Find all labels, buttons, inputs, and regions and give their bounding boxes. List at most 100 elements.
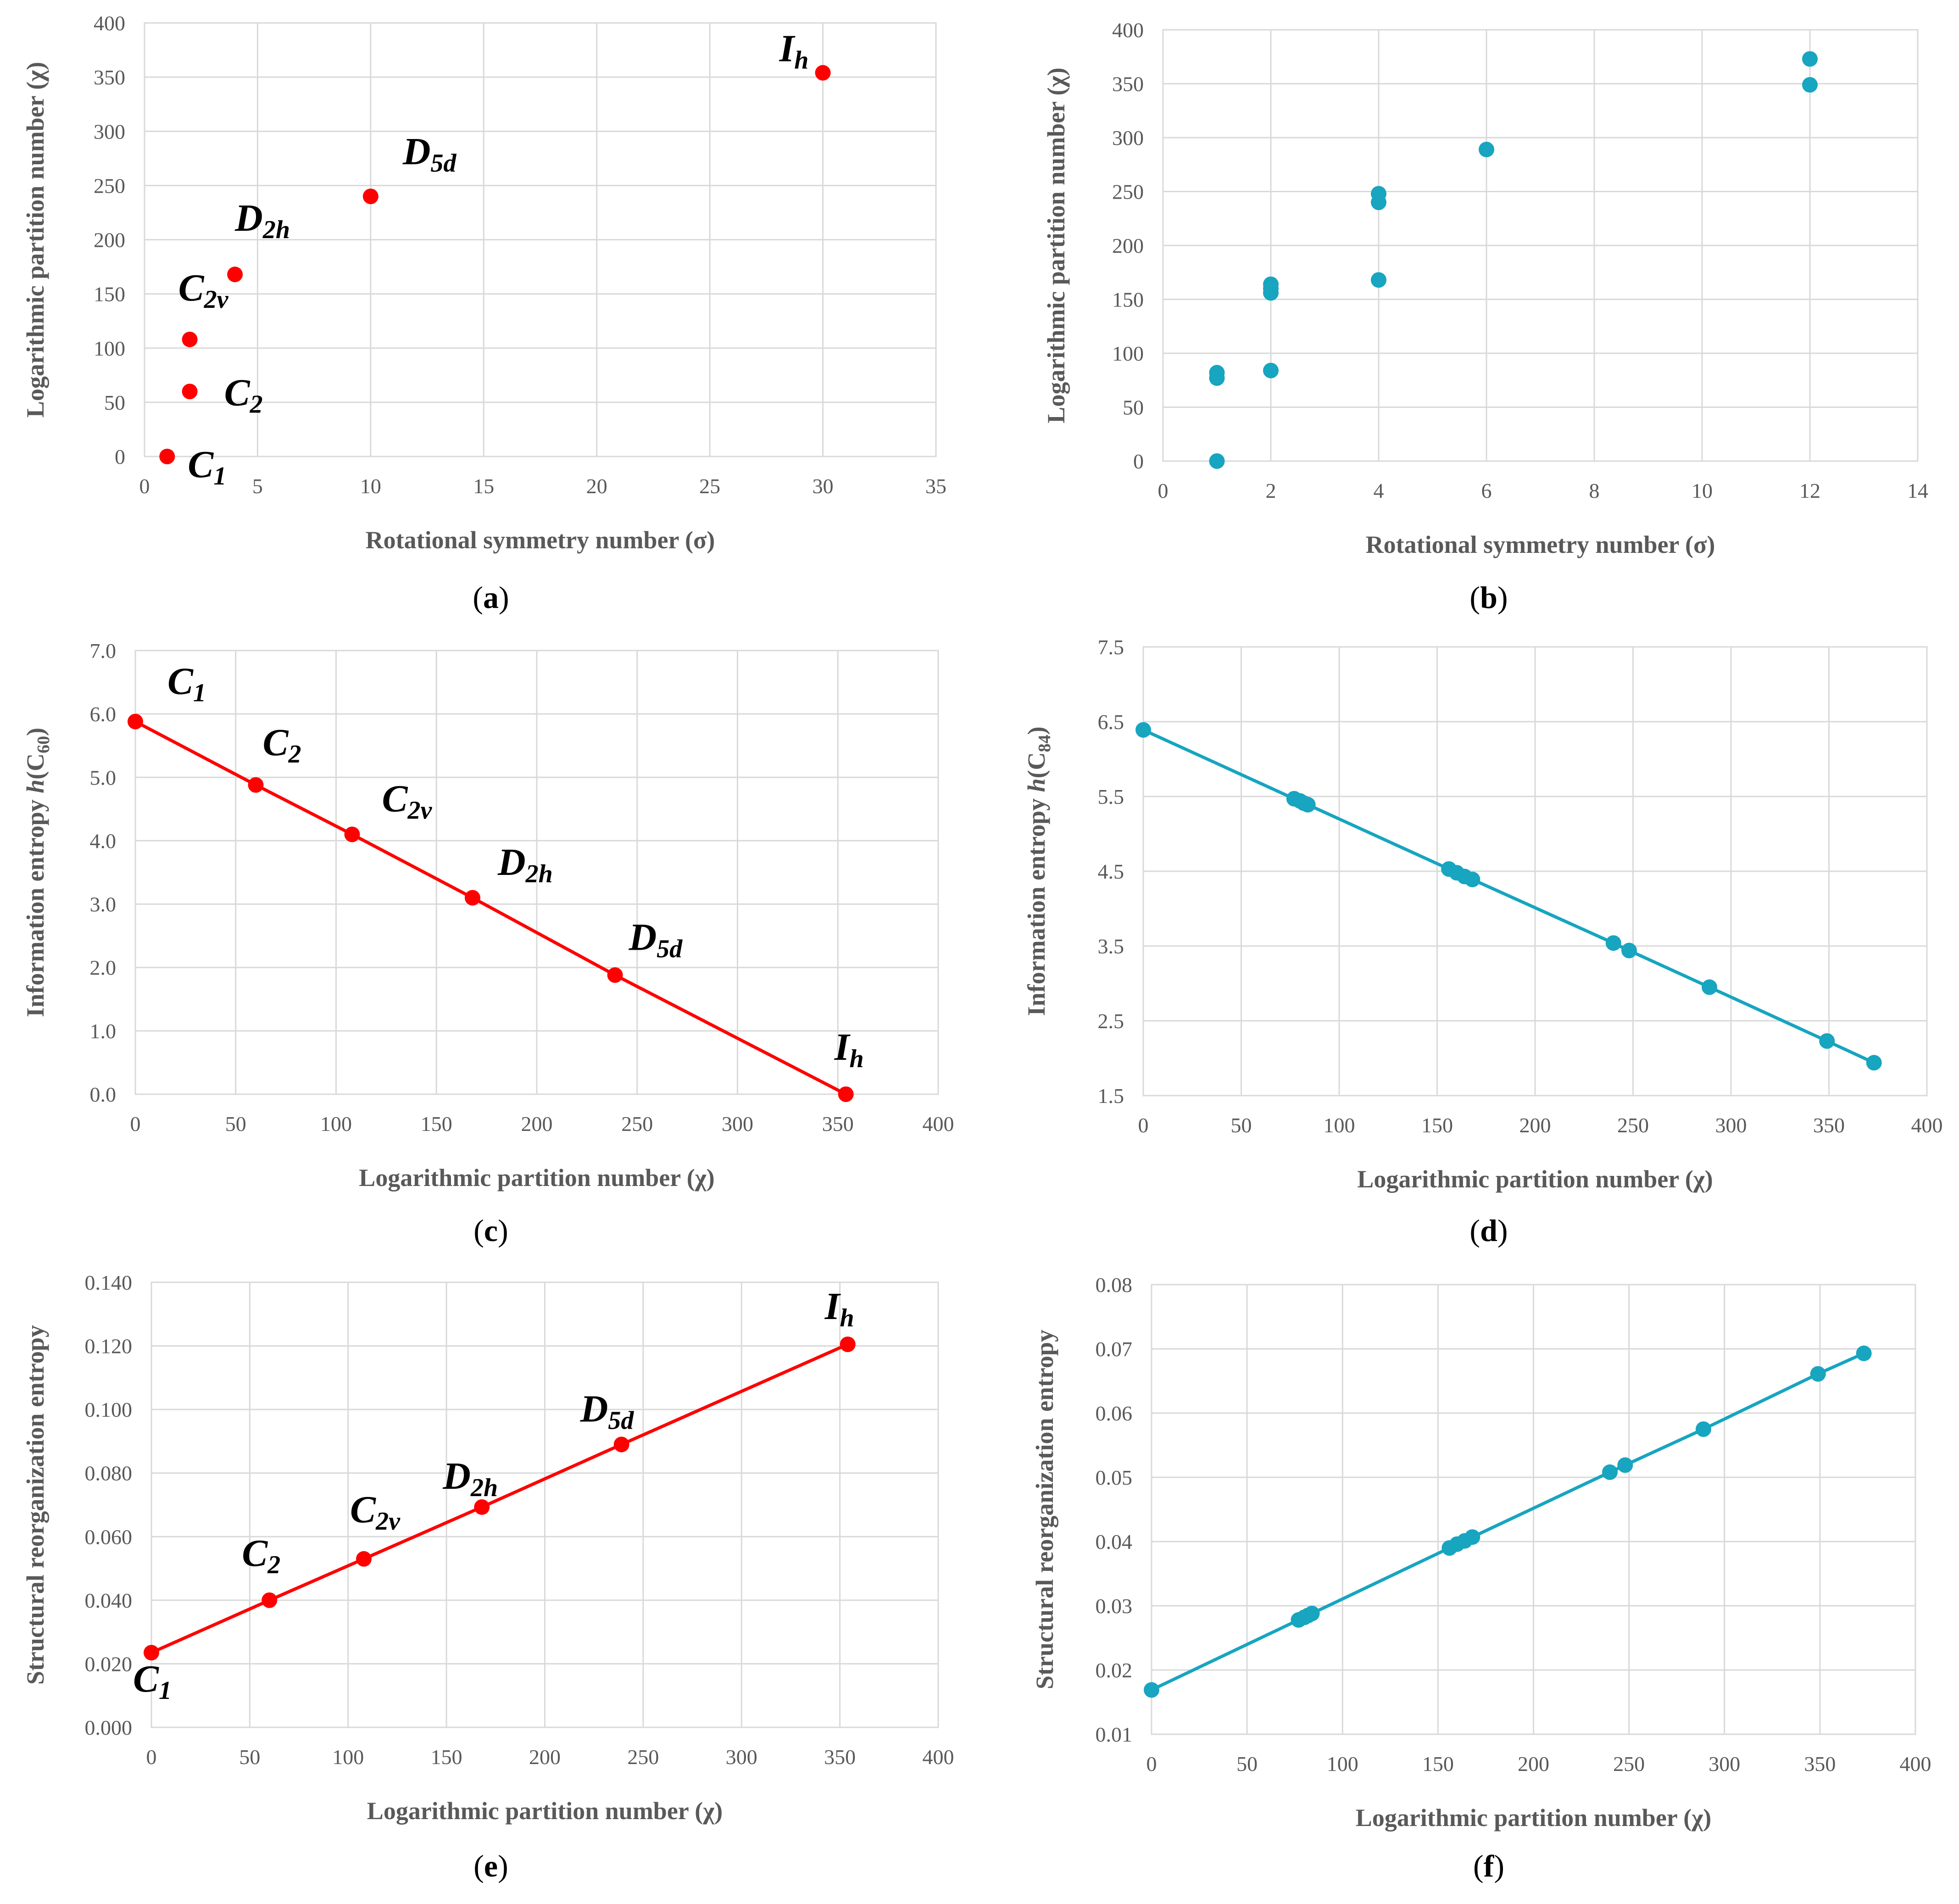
caption-open: ( [473, 1213, 484, 1248]
caption-close: ) [1494, 1848, 1504, 1883]
x-tick-label: 6 [1481, 479, 1492, 502]
point-label-subscript: 2 [250, 390, 263, 418]
series-line [134, 720, 847, 1096]
x-tick-label: 4 [1374, 479, 1384, 502]
y-tick-label: 0 [1133, 450, 1144, 473]
data-point [1810, 1366, 1826, 1382]
x-tick-label: 10 [1692, 479, 1713, 502]
point-label: Ih [779, 28, 809, 75]
x-axis-title: Rotational symmetry number (σ) [366, 526, 715, 554]
y-axis-title: Information entropy h(C84) [1023, 726, 1054, 1016]
x-tick-label: 12 [1799, 479, 1820, 502]
y-axis-title-subscript: 60 [34, 736, 53, 753]
y-tick-label: 0.07 [1096, 1337, 1133, 1361]
point-label-symbol: C [167, 660, 194, 703]
point-label-subscript: h [840, 1304, 854, 1332]
data-point [344, 826, 360, 842]
point-label-subscript: 2v [375, 1507, 401, 1536]
point-label-symbol: C [263, 721, 289, 764]
data-point [1617, 1457, 1633, 1473]
y-axis-title-symbol: h [22, 779, 49, 793]
point-label-symbol: I [779, 28, 796, 70]
y-tick-label: 150 [1112, 288, 1144, 312]
point-label-subscript: 1 [213, 462, 226, 490]
point-label: C1 [133, 1658, 172, 1705]
point-label-symbol: D [580, 1387, 608, 1430]
x-tick-label: 200 [1519, 1113, 1551, 1137]
y-tick-label: 100 [1112, 342, 1144, 365]
data-point [607, 967, 623, 983]
y-tick-label: 0.03 [1096, 1594, 1133, 1618]
point-label-subscript: 2 [267, 1551, 280, 1579]
y-tick-label: 4.5 [1098, 860, 1124, 883]
y-tick-label: 0.08 [1096, 1273, 1133, 1297]
data-point [840, 1336, 856, 1353]
x-tick-label: 0 [139, 474, 150, 498]
x-tick-label: 350 [1804, 1752, 1836, 1776]
point-label: D2h [234, 197, 290, 244]
x-tick-label: 0 [1146, 1752, 1157, 1776]
x-tick-label: 300 [722, 1112, 753, 1136]
chart-panel-b: 0 2 4 6 8 10 12 14 0 50 100 150 200 250 300 350 400 Rotat… [1042, 18, 1928, 558]
data-point [1209, 453, 1225, 469]
point-label-subscript: 2v [204, 285, 229, 314]
y-tick-label: 5.0 [90, 766, 117, 789]
point-label-symbol: D [442, 1455, 471, 1498]
point-label: C1 [167, 660, 206, 707]
x-tick-label: 300 [1709, 1752, 1740, 1776]
data-point [474, 1499, 490, 1515]
point-label-symbol: C [350, 1488, 376, 1531]
x-tick-label: 50 [225, 1112, 246, 1136]
x-tick-label: 400 [923, 1745, 954, 1769]
point-label: D2h [442, 1455, 498, 1502]
plot-frame [144, 22, 937, 457]
y-axis-title-close: ) [22, 728, 49, 736]
point-label: C2 [242, 1532, 280, 1579]
x-tick-label: 25 [699, 474, 720, 498]
chart-panel-f: 0 50 100 150 200 250 300 350 400 0.01 0.02 0.03 0.04… [1031, 1273, 1931, 1832]
point-label-symbol: D [234, 197, 263, 239]
y-axis-title: Structural reorganization entropy [1031, 1330, 1058, 1689]
x-tick-label: 0 [1138, 1113, 1149, 1137]
point-label-symbol: I [834, 1026, 851, 1069]
x-axis-title: Logarithmic partition number (χ) [367, 1797, 723, 1825]
y-tick-label: 0 [115, 445, 125, 468]
data-point [1371, 272, 1386, 288]
x-tick-label: 20 [586, 474, 607, 498]
caption-close: ) [498, 1213, 508, 1248]
data-point [1819, 1033, 1835, 1049]
y-tick-label: 3.0 [90, 893, 117, 916]
y-tick-label: 7.5 [1098, 635, 1124, 659]
point-label-subscript: 5d [431, 149, 457, 178]
x-tick-label: 35 [925, 474, 946, 498]
x-tick-label: 400 [1911, 1113, 1943, 1137]
point-label-symbol: C [382, 778, 408, 820]
y-axis-title: Structural reorganization entropy [22, 1325, 49, 1685]
data-point [1856, 1345, 1872, 1361]
data-point [1263, 276, 1279, 292]
data-point [182, 384, 198, 400]
x-tick-label: 350 [822, 1112, 854, 1136]
series-line [1151, 1352, 1865, 1692]
y-axis-title-subscript: 84 [1035, 735, 1054, 752]
point-label: Ih [834, 1026, 864, 1073]
y-tick-label: 0.100 [85, 1398, 133, 1421]
caption-letter: b [1480, 580, 1497, 615]
caption-open: ( [1473, 1848, 1484, 1883]
y-axis-title: Information entropy h(C60) [22, 728, 53, 1017]
x-tick-label: 30 [813, 474, 834, 498]
data-point [128, 713, 143, 729]
y-tick-label: 0.140 [85, 1271, 133, 1294]
y-tick-label: 0.120 [85, 1335, 133, 1358]
panel-caption: (d) [1469, 1213, 1508, 1248]
point-label-subscript: h [794, 46, 808, 75]
point-label-subscript: 5d [657, 935, 683, 963]
x-axis-title: Logarithmic partition number (χ) [1356, 1804, 1711, 1832]
panel-caption: (a) [473, 580, 509, 615]
x-axis-title: Logarithmic partition number (χ) [1357, 1165, 1713, 1193]
point-label: Ih [824, 1285, 854, 1332]
y-tick-label: 350 [1112, 72, 1144, 96]
x-tick-label: 150 [431, 1745, 462, 1769]
caption-open: ( [1469, 580, 1480, 615]
caption-close: ) [498, 1848, 508, 1883]
